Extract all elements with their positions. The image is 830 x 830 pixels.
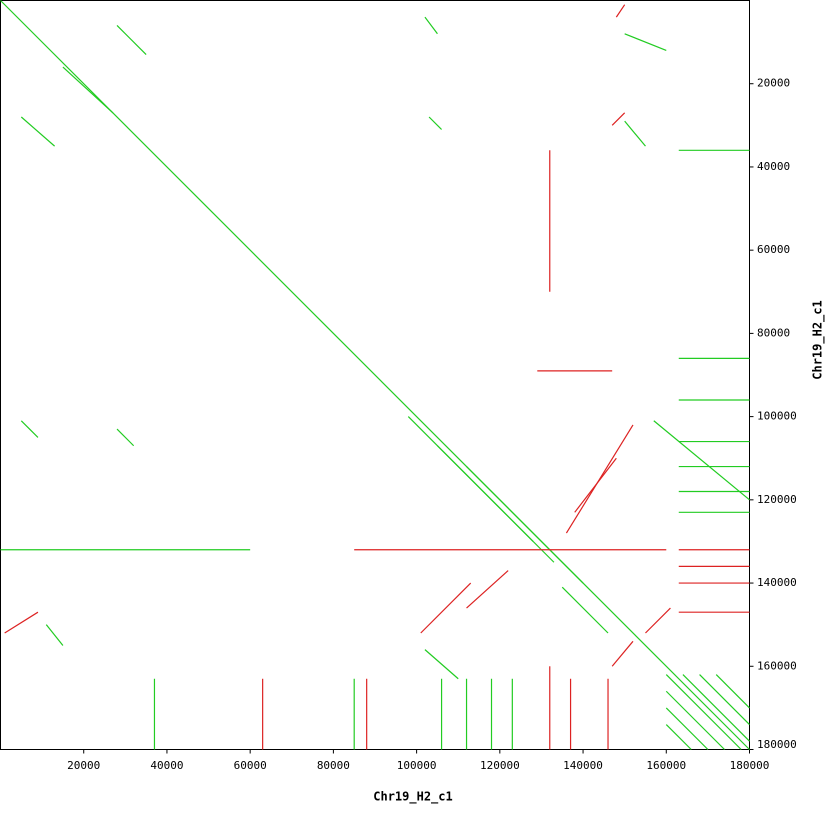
y-tick-label: 40000 (757, 160, 790, 173)
match-segment (645, 607, 671, 634)
match-segment (116, 25, 147, 56)
match-segment (665, 674, 742, 750)
match-segment (466, 466, 584, 584)
x-tick-label: 160000 (646, 759, 686, 772)
y-axis-title: Chr19_H2_c1 (811, 300, 826, 379)
match-segment (653, 420, 750, 501)
x-tick-label: 120000 (480, 759, 520, 772)
plot-frame (0, 0, 750, 750)
x-tick-label: 100000 (397, 759, 437, 772)
x-tick-label: 40000 (150, 759, 183, 772)
match-segment (665, 724, 692, 750)
match-segment (665, 707, 709, 750)
match-segment (615, 4, 626, 18)
match-segment (624, 120, 646, 147)
match-segment (428, 116, 443, 130)
match-segment (665, 690, 725, 750)
match-segment (436, 445, 555, 563)
match-segment (466, 570, 509, 609)
y-tick-label: 120000 (757, 493, 797, 506)
match-segment (611, 112, 626, 126)
match-segment (116, 428, 135, 447)
match-segment (424, 16, 438, 35)
match-segment (574, 457, 617, 513)
y-tick-label: 60000 (757, 243, 790, 256)
x-axis-title: Chr19_H2_c1 (373, 790, 452, 805)
y-tick-label: 180000 (757, 738, 797, 751)
match-segment (699, 674, 750, 725)
match-segment (682, 674, 750, 742)
match-segment (561, 586, 609, 634)
match-segment (4, 611, 39, 634)
match-segment (424, 649, 459, 680)
y-tick-label: 20000 (757, 77, 790, 90)
match-segment (0, 0, 750, 750)
match-segment (20, 116, 55, 147)
match-segment (624, 33, 667, 51)
x-tick-label: 80000 (317, 759, 350, 772)
x-tick-label: 140000 (563, 759, 603, 772)
y-tick-label: 80000 (757, 326, 790, 339)
y-tick-label: 100000 (757, 410, 797, 423)
y-tick-label: 140000 (757, 576, 797, 589)
x-tick-label: 20000 (67, 759, 100, 772)
match-segment (715, 674, 750, 709)
match-segment (420, 582, 472, 634)
match-segment (62, 66, 114, 114)
match-segment (611, 640, 634, 667)
match-segment (20, 420, 39, 438)
match-segment (45, 624, 64, 646)
y-tick-label: 160000 (757, 659, 797, 672)
x-tick-label: 60000 (234, 759, 267, 772)
x-tick-label: 180000 (730, 759, 770, 772)
